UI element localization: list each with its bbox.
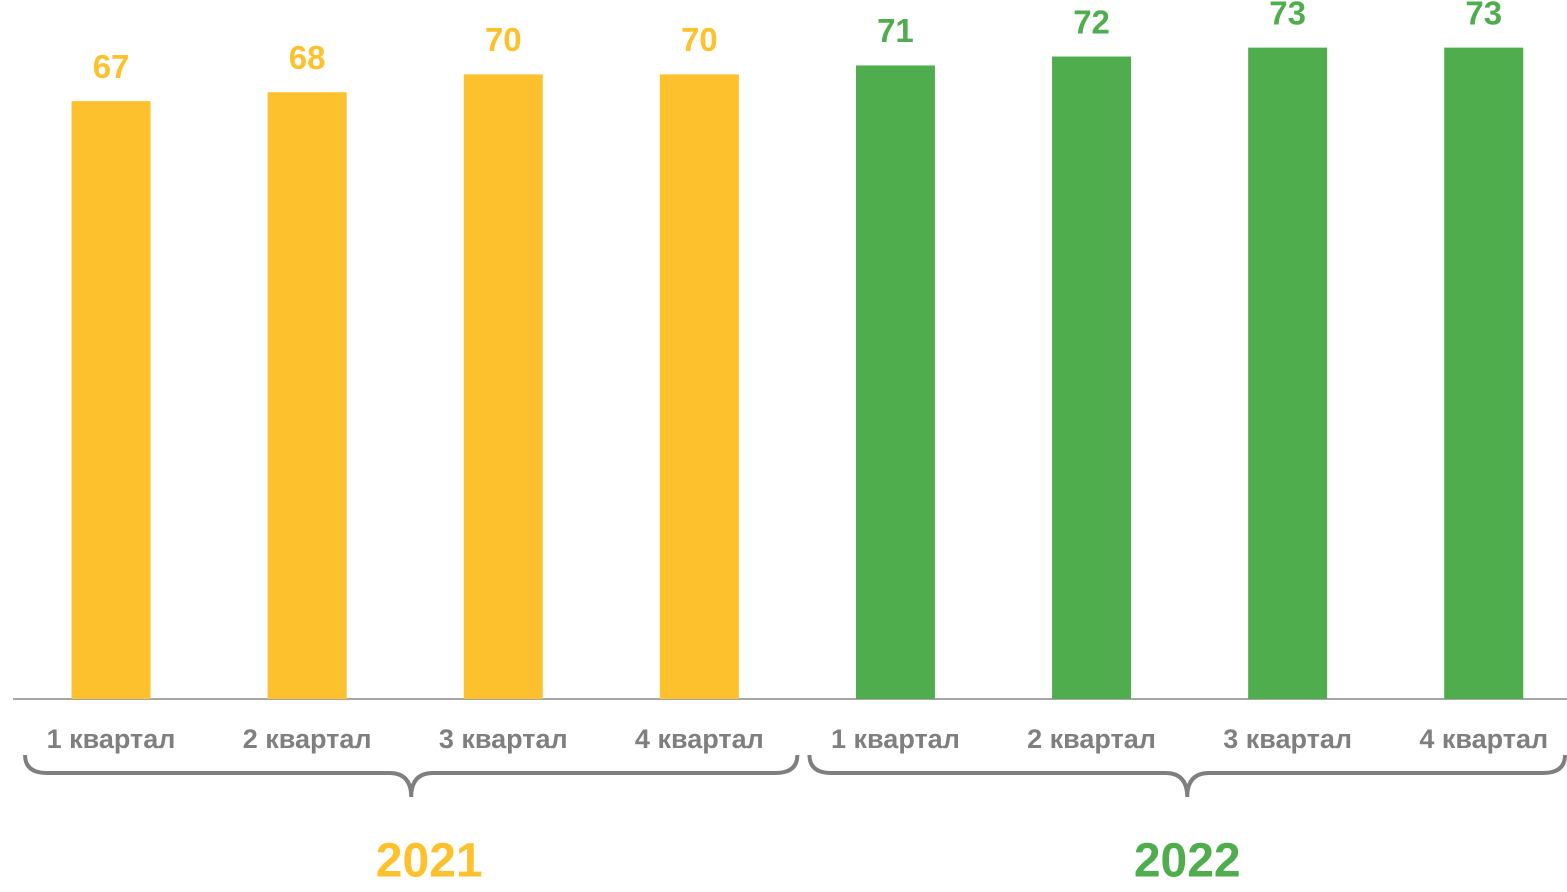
x-tick-label: 3 квартал xyxy=(439,724,568,754)
value-label: 71 xyxy=(877,12,914,49)
bar xyxy=(1052,56,1132,700)
brace xyxy=(23,754,800,798)
group-label: 2022 xyxy=(1134,835,1241,887)
value-label: 72 xyxy=(1073,3,1110,40)
x-tick-label: 3 квартал xyxy=(1223,724,1352,754)
bar xyxy=(1444,47,1524,700)
bar xyxy=(463,74,543,699)
value-label: 68 xyxy=(289,39,326,76)
bar xyxy=(659,74,739,699)
bar xyxy=(267,92,347,699)
x-tick-label: 2 квартал xyxy=(1027,724,1156,754)
x-tick-label: 2 квартал xyxy=(243,724,372,754)
value-label: 73 xyxy=(1269,0,1306,31)
x-tick-label: 4 квартал xyxy=(1419,724,1548,754)
value-label: 73 xyxy=(1465,0,1502,31)
brace xyxy=(807,754,1567,798)
x-tick-label: 4 квартал xyxy=(635,724,764,754)
bar xyxy=(71,101,151,699)
value-label: 67 xyxy=(93,48,130,85)
value-label: 70 xyxy=(681,21,718,58)
value-label: 70 xyxy=(485,21,522,58)
bar xyxy=(855,65,935,699)
x-tick-label: 1 квартал xyxy=(831,724,960,754)
group-label: 2021 xyxy=(376,835,483,887)
bar xyxy=(1248,47,1328,700)
x-tick-label: 1 квартал xyxy=(47,724,176,754)
